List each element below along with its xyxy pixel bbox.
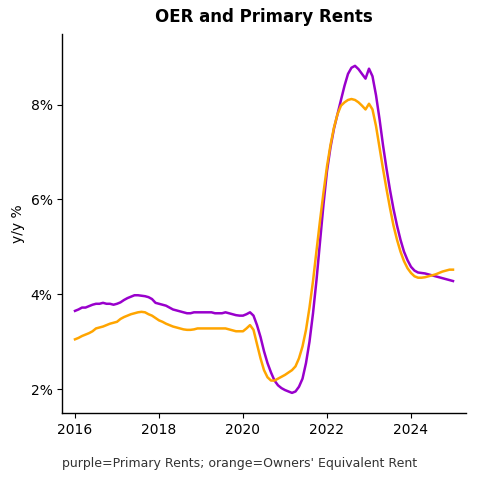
- Title: OER and Primary Rents: OER and Primary Rents: [155, 9, 373, 26]
- Text: purple=Primary Rents; orange=Owners' Equivalent Rent: purple=Primary Rents; orange=Owners' Equ…: [62, 457, 418, 470]
- Y-axis label: y/y %: y/y %: [11, 204, 25, 242]
